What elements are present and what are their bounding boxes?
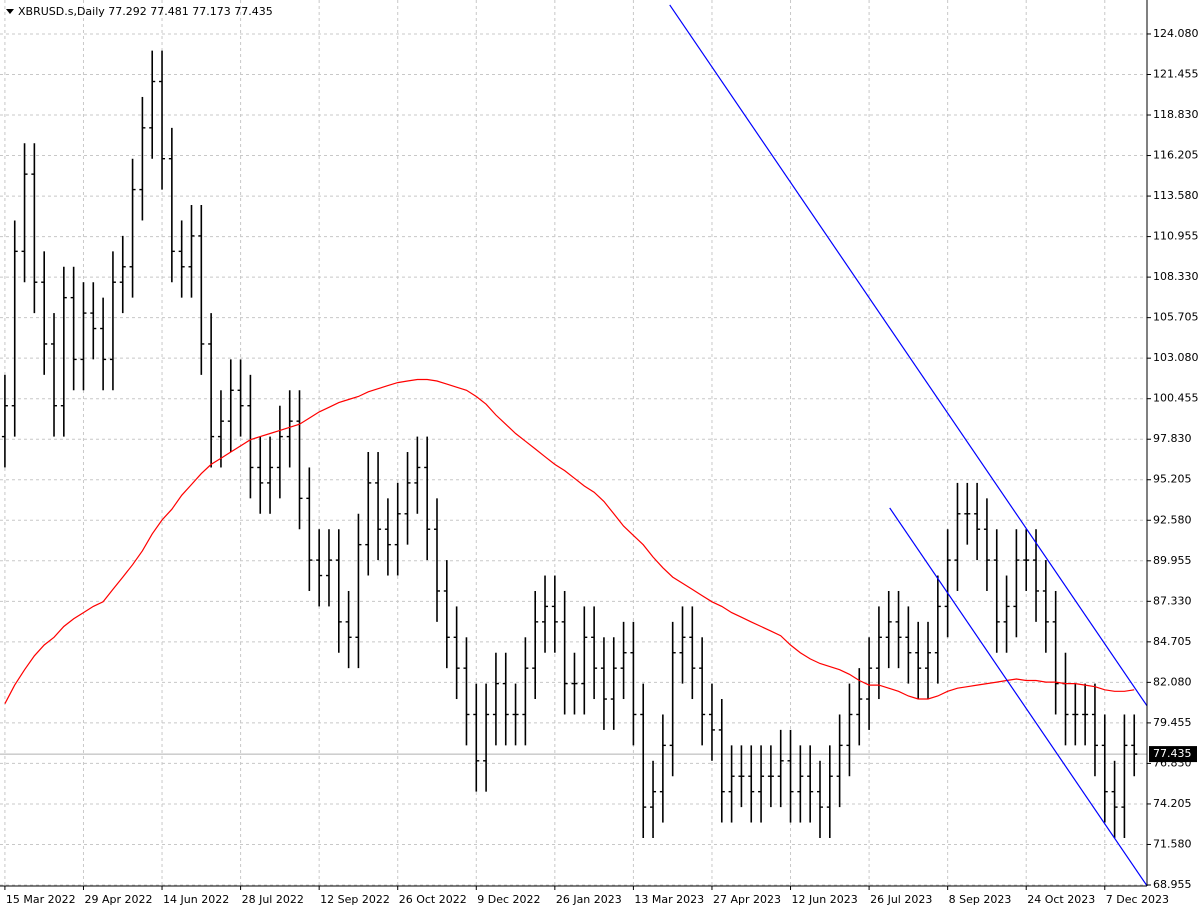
y-tick-label: 113.580 (1153, 189, 1199, 202)
x-tick-label: 7 Dec 2023 (1106, 893, 1169, 906)
y-tick-label: 105.705 (1153, 311, 1199, 324)
x-tick-label: 12 Sep 2022 (320, 893, 390, 906)
y-tick-label: 92.580 (1153, 513, 1192, 526)
y-tick-label: 124.080 (1153, 27, 1199, 40)
x-tick-label: 27 Apr 2023 (713, 893, 781, 906)
x-tick-label: 14 Jun 2022 (163, 893, 229, 906)
menu-arrow[interactable] (6, 9, 14, 14)
chart-title: XBRUSD.s,Daily 77.292 77.481 77.173 77.4… (18, 5, 273, 18)
y-tick-label: 108.330 (1153, 270, 1199, 283)
y-tick-label: 100.455 (1153, 392, 1199, 405)
last-price-label: 77.435 (1153, 747, 1192, 760)
last-price-box (1149, 746, 1197, 763)
x-tick-label: 24 Oct 2023 (1027, 893, 1095, 906)
x-tick-label: 13 Mar 2023 (634, 893, 704, 906)
y-tick-label: 89.955 (1153, 554, 1192, 567)
y-tick-label: 71.580 (1153, 837, 1192, 850)
x-tick-label: 15 Mar 2022 (6, 893, 76, 906)
y-tick-label: 110.955 (1153, 230, 1199, 243)
x-tick-label: 9 Dec 2022 (477, 893, 540, 906)
y-tick-label: 116.205 (1153, 149, 1199, 162)
x-tick-label: 28 Jul 2022 (242, 893, 304, 906)
trendline (669, 4, 1148, 707)
x-tick-label: 26 Jul 2023 (870, 893, 932, 906)
y-tick-label: 79.455 (1153, 716, 1192, 729)
y-tick-label: 68.955 (1153, 878, 1192, 891)
y-tick-label: 121.455 (1153, 67, 1199, 80)
y-tick-label: 95.205 (1153, 473, 1192, 486)
x-tick-label: 26 Jan 2023 (556, 893, 622, 906)
x-tick-label: 8 Sep 2023 (949, 893, 1012, 906)
y-tick-label: 103.080 (1153, 351, 1199, 364)
y-tick-label: 87.330 (1153, 594, 1192, 607)
moving-average (4, 378, 1135, 704)
x-tick-label: 26 Oct 2022 (399, 893, 467, 906)
y-tick-label: 82.080 (1153, 675, 1192, 688)
x-tick-label: 29 Apr 2022 (84, 893, 152, 906)
y-tick-label: 74.205 (1153, 797, 1192, 810)
y-tick-label: 118.830 (1153, 108, 1199, 121)
trendline (889, 507, 1148, 887)
x-tick-label: 12 Jun 2023 (792, 893, 858, 906)
y-tick-label: 97.830 (1153, 432, 1192, 445)
plot (1, 4, 1148, 887)
y-tick-label: 84.705 (1153, 635, 1192, 648)
